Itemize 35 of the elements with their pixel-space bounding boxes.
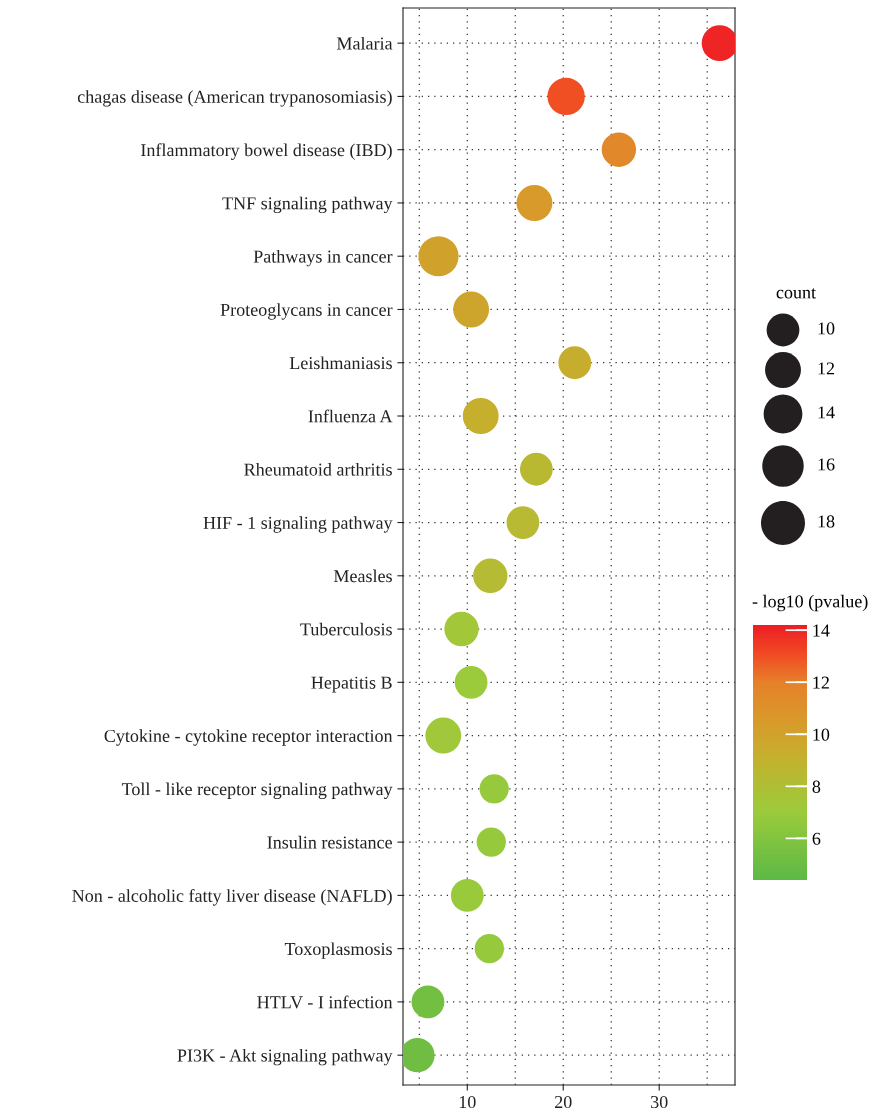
x-tick-label: 10 [459, 1095, 476, 1109]
y-tick-label: Insulin resistance [267, 835, 392, 849]
color-bar-label: 14 [813, 624, 830, 637]
y-tick-label: PI3K - Akt signaling pathway [177, 1048, 393, 1066]
legend-label: 12 [818, 362, 835, 375]
y-tick-label: Malaria [336, 36, 393, 50]
color-bar-label: 10 [813, 728, 830, 741]
color-bar-label: 12 [813, 676, 829, 689]
color-bar-label: 8 [812, 780, 821, 793]
y-tick-label: chagas disease (American trypanosomiasis) [77, 90, 392, 107]
y-tick-label: Hepatitis B [311, 676, 392, 693]
y-tick-label: Toll - like receptor signaling pathway [121, 782, 393, 800]
y-tick-label: Pathways in cancer [253, 249, 393, 267]
legend-label: 16 [818, 458, 835, 471]
x-tick-label: 30 [651, 1095, 668, 1109]
y-tick-label: Inflammatory bowel disease (IBD) [141, 143, 392, 160]
y-tick-label: Rheumatoid arthritis [244, 463, 392, 476]
x-tick-label: 20 [555, 1095, 572, 1109]
legend-label: 10 [818, 322, 835, 335]
y-tick-label: Leishmaniasis [289, 356, 392, 370]
y-tick-label: TNF signaling pathway [222, 196, 393, 214]
y-tick-label: Toxoplasmosis [284, 942, 392, 959]
color-bar-title: - log10 (pvalue) [752, 594, 868, 612]
y-tick-label: Proteoglycans in cancer [220, 303, 393, 320]
y-tick-label: HIF - 1 signaling pathway [203, 516, 393, 533]
y-tick-label: Influenza A [308, 409, 393, 423]
legend-label: 18 [818, 515, 835, 528]
y-tick-label: Non - alcoholic fatty liver disease (NAFLD) [72, 889, 392, 906]
color-bar-label: 6 [812, 832, 821, 845]
y-tick-label: Tuberculosis [300, 622, 392, 636]
y-tick-label: HTLV - I infection [257, 995, 393, 1009]
legend-title: count [776, 288, 816, 299]
y-tick-label: Measles [333, 569, 392, 583]
y-tick-label: Cytokine - cytokine receptor interaction [104, 729, 393, 746]
legend-label: 14 [818, 406, 835, 419]
